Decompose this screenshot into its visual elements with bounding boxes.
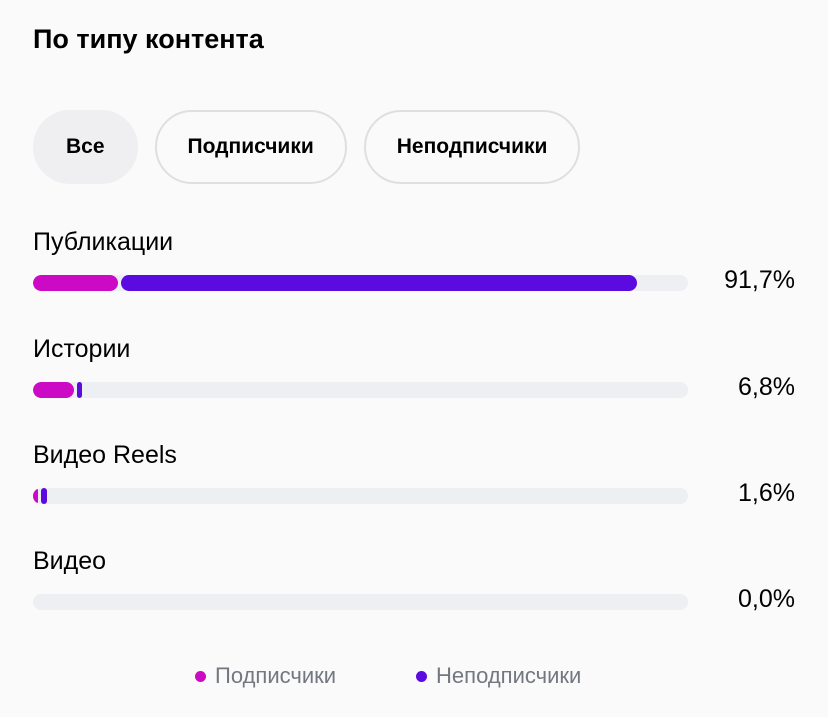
bar-segment-followers [33, 382, 74, 398]
total-percent: 0,0% [738, 585, 795, 613]
bar-track [33, 382, 688, 398]
legend-item-non-followers: Неподписчики [416, 663, 581, 689]
filter-non-followers-button[interactable]: Неподписчики [363, 110, 581, 184]
legend-dot-icon [195, 670, 206, 682]
bar-track [33, 488, 688, 504]
bar-segment-followers [33, 488, 38, 504]
legend-label: Неподписчики [436, 663, 582, 688]
bar-segment-non-followers [41, 488, 47, 504]
bar-track [33, 594, 688, 610]
legend-item-followers: Подписчики [195, 663, 336, 689]
bar-segment-followers [33, 275, 119, 291]
category-label: Публикации [33, 228, 174, 256]
total-percent: 6,8% [738, 373, 795, 401]
category-label: Видео Reels [33, 441, 177, 469]
filter-chips: Все Подписчики Неподписчики [33, 110, 581, 184]
bar-segment-non-followers [76, 382, 82, 398]
filter-all-button[interactable]: Все [33, 110, 138, 184]
bar-track [33, 275, 688, 291]
category-label: Видео [33, 547, 107, 575]
legend-label: Подписчики [215, 663, 337, 688]
chart-legend: Подписчики Неподписчики [195, 663, 581, 689]
bar-segment-non-followers [121, 275, 637, 291]
category-label: Истории [33, 335, 131, 363]
section-title: По типу контента [33, 24, 264, 54]
total-percent: 1,6% [738, 479, 795, 507]
filter-followers-button[interactable]: Подписчики [154, 110, 347, 184]
legend-dot-icon [416, 670, 428, 682]
total-percent: 91,7% [724, 266, 795, 294]
